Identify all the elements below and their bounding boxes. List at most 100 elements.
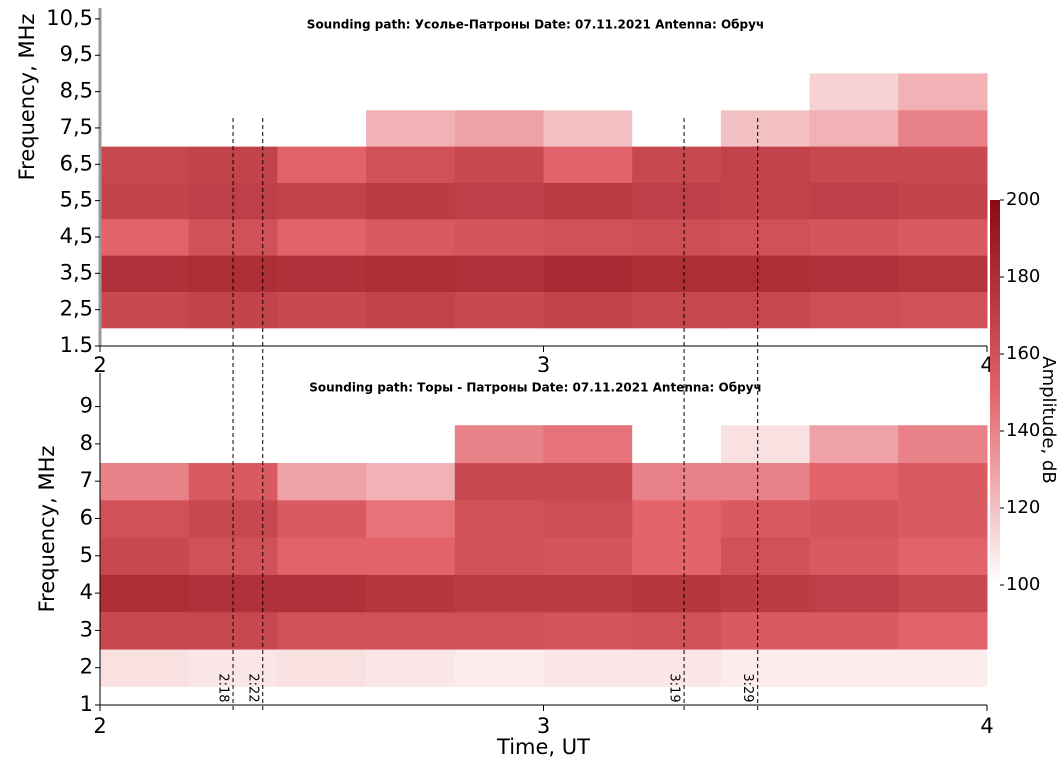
heatmap-cell <box>810 500 899 538</box>
y-axis-label: Frequency, MHz <box>15 14 39 181</box>
y-tick-label: 1 <box>80 692 93 716</box>
heatmap-cell <box>100 146 189 183</box>
heatmap-cell <box>810 649 899 687</box>
heatmap-cell <box>721 463 810 501</box>
heatmap-cell <box>100 500 189 538</box>
heatmap-cell <box>898 146 987 183</box>
colorbar-tick-label: 200 <box>1006 189 1040 210</box>
heatmap-cell <box>632 146 721 183</box>
heatmap-cell <box>100 255 189 292</box>
heatmap-cell <box>455 219 544 256</box>
colorbar-label: Amplitude, dB <box>1038 356 1059 483</box>
heatmap-cell <box>721 425 810 463</box>
heatmap-cell <box>721 146 810 183</box>
heatmap-cell <box>100 291 189 328</box>
heatmap-cell <box>544 73 633 110</box>
heatmap-cell <box>455 73 544 110</box>
heatmap-cell <box>898 291 987 328</box>
heatmap-cell <box>366 425 455 463</box>
y-tick-label: 9,5 <box>60 42 93 66</box>
heatmap-cell <box>366 73 455 110</box>
heatmap-cell <box>366 537 455 575</box>
heatmap-cell <box>721 255 810 292</box>
heatmap-cell <box>898 612 987 650</box>
heatmap-cell <box>277 146 366 183</box>
heatmap-cell <box>366 110 455 147</box>
heatmap-cell <box>898 537 987 575</box>
heatmap-cell <box>455 612 544 650</box>
heatmap-cell <box>277 574 366 612</box>
heatmap-cell <box>810 146 899 183</box>
heatmap-cell <box>898 500 987 538</box>
heatmap-cell <box>898 73 987 110</box>
chart-title: Sounding path: Усолье-Патроны Date: 07.1… <box>307 18 764 32</box>
heatmap-cell <box>366 500 455 538</box>
event-label: 2:22 <box>245 673 260 702</box>
heatmap-cell <box>898 219 987 256</box>
heatmap-cell <box>455 463 544 501</box>
heatmap-cell <box>544 291 633 328</box>
event-label: 3:19 <box>667 673 682 702</box>
heatmap-cell <box>898 574 987 612</box>
heatmap-cell <box>277 612 366 650</box>
colorbar-tick-label: 120 <box>1006 497 1040 518</box>
heatmap-cell <box>632 500 721 538</box>
heatmap-cell <box>544 110 633 147</box>
heatmap-cell <box>366 649 455 687</box>
heatmap-cell <box>366 146 455 183</box>
heatmap-cell <box>100 73 189 110</box>
heatmap-cell <box>810 255 899 292</box>
heatmap-cell <box>544 255 633 292</box>
heatmap-cell <box>721 537 810 575</box>
event-label: 3:29 <box>740 673 755 702</box>
heatmap-cell <box>898 182 987 219</box>
heatmap-cell <box>277 649 366 687</box>
heatmap-cell <box>810 612 899 650</box>
heatmap-cell <box>100 463 189 501</box>
heatmap-cell <box>189 182 278 219</box>
y-tick-label: 4 <box>80 580 93 604</box>
heatmap-cell <box>189 73 278 110</box>
heatmap-cell <box>898 425 987 463</box>
y-tick-label: 7,5 <box>60 115 93 139</box>
heatmap-cell <box>810 463 899 501</box>
heatmap-cell <box>544 537 633 575</box>
heatmap-cell <box>898 255 987 292</box>
heatmap-cell <box>277 291 366 328</box>
heatmap-cell <box>277 537 366 575</box>
heatmap-cell <box>277 463 366 501</box>
heatmap-cell <box>366 219 455 256</box>
heatmap-cell <box>632 73 721 110</box>
chart: 1.52,53,54,55,56,57,58,59,510,5234Soundi… <box>0 0 1062 763</box>
chart-title: Sounding path: Торы - Патроны Date: 07.1… <box>309 381 761 395</box>
heatmap-cell <box>455 291 544 328</box>
event-label: 2:18 <box>216 673 231 702</box>
heatmap-cell <box>455 574 544 612</box>
heatmap-cell <box>366 463 455 501</box>
heatmap-cell <box>721 612 810 650</box>
heatmap-cell <box>632 425 721 463</box>
heatmap-cell <box>721 291 810 328</box>
y-axis-label: Frequency, MHz <box>35 446 59 613</box>
heatmap-cell <box>366 182 455 219</box>
heatmap-cell <box>455 146 544 183</box>
heatmap-cell <box>810 110 899 147</box>
heatmap-cell <box>366 574 455 612</box>
colorbar <box>990 200 1000 585</box>
heatmap-cell <box>632 291 721 328</box>
heatmap-cell <box>810 425 899 463</box>
colorbar-tick-label: 180 <box>1006 266 1040 287</box>
heatmap-cell <box>100 612 189 650</box>
heatmap-cell <box>632 110 721 147</box>
heatmap-cell <box>544 425 633 463</box>
heatmap-cell <box>632 219 721 256</box>
heatmap-cell <box>721 219 810 256</box>
x-tick-label: 4 <box>980 714 993 738</box>
heatmap-cell <box>100 649 189 687</box>
heatmap-cell <box>100 537 189 575</box>
heatmap-cell <box>366 255 455 292</box>
heatmap-cell <box>810 73 899 110</box>
heatmap-cell <box>544 500 633 538</box>
y-tick-label: 5 <box>80 543 93 567</box>
heatmap-cell <box>544 182 633 219</box>
